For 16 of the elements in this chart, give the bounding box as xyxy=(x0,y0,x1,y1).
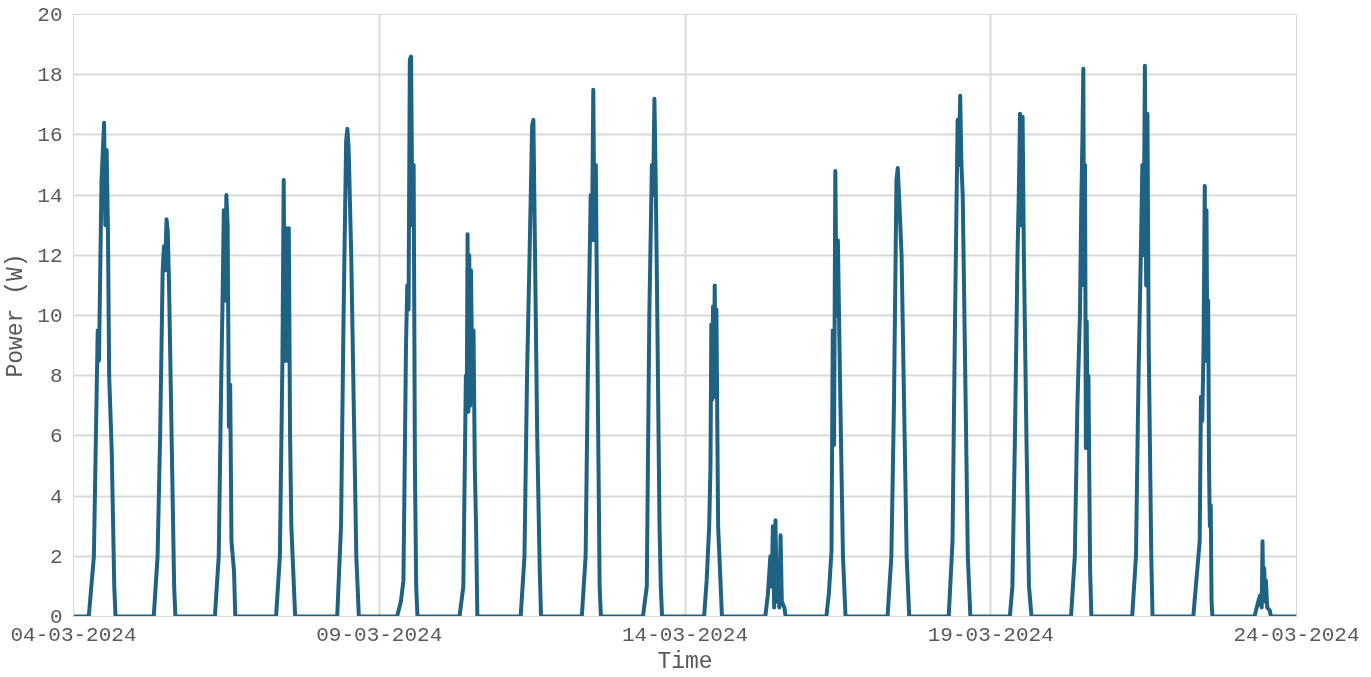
y-axis-title: Power (W) xyxy=(3,253,30,378)
y-tick-label: 12 xyxy=(37,244,63,268)
y-tick-label: 2 xyxy=(49,545,63,569)
y-tick-label: 10 xyxy=(37,305,63,328)
x-tick-label: 24-03-2024 xyxy=(1233,623,1360,647)
y-tick-label: 8 xyxy=(49,365,63,389)
y-tick-label: 4 xyxy=(49,485,63,509)
y-tick-label: 18 xyxy=(37,64,63,88)
x-tick-label: 09-03-2024 xyxy=(316,623,443,647)
y-tick-label: 16 xyxy=(37,124,63,148)
x-tick-label: 19-03-2024 xyxy=(927,623,1054,647)
y-tick-label: 6 xyxy=(49,425,63,449)
y-tick-label: 20 xyxy=(37,4,63,27)
y-tick-label: 14 xyxy=(37,184,63,208)
x-axis-title: Time xyxy=(657,648,713,675)
x-tick-label: 14-03-2024 xyxy=(621,623,749,647)
